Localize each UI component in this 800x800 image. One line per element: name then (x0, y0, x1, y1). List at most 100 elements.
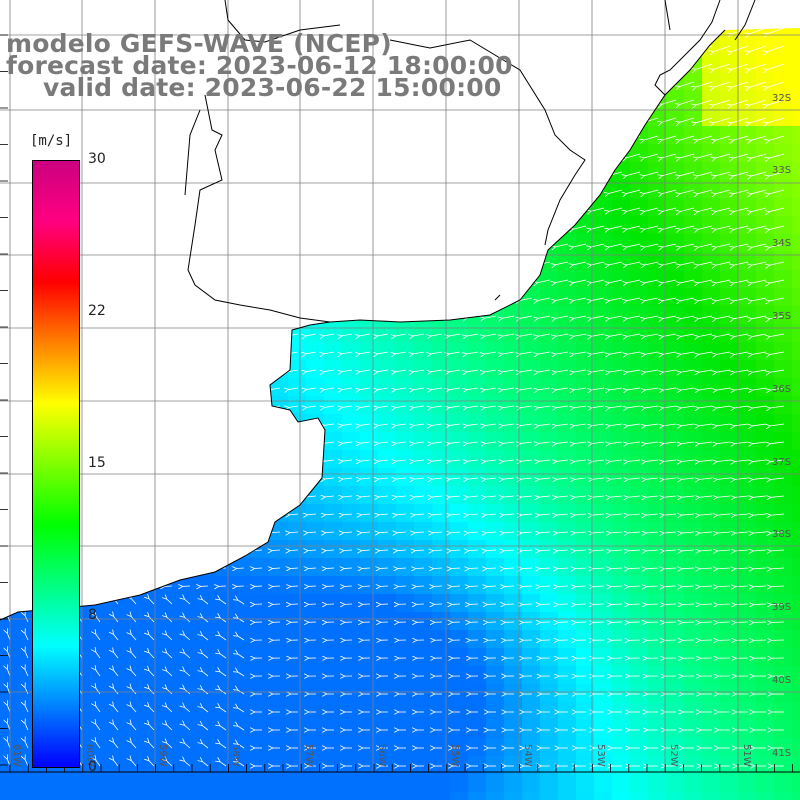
wind-cell (684, 792, 702, 800)
wind-arrow (645, 442, 659, 444)
wind-cell (324, 522, 342, 540)
wind-arrow (644, 225, 659, 229)
wind-arrow (573, 351, 587, 354)
wind-arrow (431, 460, 443, 461)
wind-cell (756, 558, 774, 576)
wind-cell (702, 576, 720, 594)
wind-cell (522, 342, 540, 360)
wind-cell (540, 378, 558, 396)
wind-arrow (538, 478, 551, 479)
wind-cell (540, 684, 558, 702)
wind-cell (324, 702, 342, 720)
wind-cell (630, 504, 648, 522)
wind-arrow (342, 406, 353, 408)
wind-cell (360, 486, 378, 504)
wind-arrow (770, 387, 785, 390)
wind-cell (468, 684, 486, 702)
wind-arrow (751, 171, 767, 176)
wind-cell (738, 54, 756, 72)
wind-cell (684, 486, 702, 504)
wind-cell (738, 234, 756, 252)
wind-cell (792, 288, 800, 306)
wind-cell (342, 396, 360, 414)
wind-cell (522, 540, 540, 558)
wind-arrow (769, 279, 785, 283)
wind-arrow (574, 460, 587, 461)
wind-cell (666, 432, 684, 450)
wind-cell (540, 630, 558, 648)
wind-cell (558, 450, 576, 468)
wind-cell (270, 558, 288, 576)
wind-cell (306, 396, 324, 414)
wind-arrow (770, 405, 785, 408)
wind-arrow (662, 297, 677, 301)
wind-arrow (430, 333, 443, 336)
wind-cell (684, 522, 702, 540)
wind-cell (594, 288, 612, 306)
wind-arrow (609, 424, 623, 426)
wind-cell (702, 450, 720, 468)
wind-arrow (733, 207, 749, 212)
wind-cell (720, 630, 738, 648)
wind-cell (396, 342, 414, 360)
wind-cell (648, 630, 666, 648)
wind-cell (648, 414, 666, 432)
wind-arrow (715, 225, 731, 230)
wind-cell (702, 54, 720, 72)
wind-cell (396, 684, 414, 702)
wind-cell (342, 648, 360, 666)
wind-cell (558, 738, 576, 756)
wind-cell (342, 576, 360, 594)
longitude-label: 55W (449, 744, 460, 767)
wind-cell (612, 540, 630, 558)
wind-cell (720, 162, 738, 180)
wind-arrow (752, 405, 767, 408)
wind-cell (774, 504, 792, 522)
wind-cell (720, 270, 738, 288)
wind-arrow (537, 279, 551, 283)
wind-cell (342, 342, 360, 360)
wind-cell (270, 720, 288, 738)
wind-cell (792, 72, 800, 90)
wind-arrow (679, 81, 695, 87)
wind-cell (792, 558, 800, 576)
wind-cell (666, 468, 684, 486)
wind-cell (720, 792, 738, 800)
wind-cell (558, 702, 576, 720)
wind-cell (270, 540, 288, 558)
wind-cell (306, 378, 324, 396)
wind-cell (450, 378, 468, 396)
wind-arrow (502, 460, 515, 461)
wind-arrow (395, 406, 407, 408)
wind-cell (594, 306, 612, 324)
wind-arrow (626, 207, 641, 211)
wind-arrow (359, 388, 371, 390)
wind-cell (720, 612, 738, 630)
wind-cell (684, 126, 702, 144)
wind-cell (774, 414, 792, 432)
wind-cell (360, 630, 378, 648)
wind-cell (684, 90, 702, 108)
wind-arrow (767, 63, 785, 70)
wind-cell (18, 702, 36, 720)
wind-arrow (752, 387, 767, 390)
wind-cell (252, 720, 270, 738)
wind-cell (162, 774, 180, 792)
wind-arrow (555, 261, 569, 265)
wind-cell (756, 270, 774, 288)
wind-cell (270, 594, 288, 612)
wind-arrow (573, 387, 587, 390)
wind-cell (288, 648, 306, 666)
wind-arrow (538, 369, 551, 372)
wind-cell (486, 612, 504, 630)
wind-cell (306, 774, 324, 792)
wind-cell (738, 486, 756, 504)
wind-arrow (413, 351, 425, 354)
wind-cell (738, 72, 756, 90)
wind-cell (684, 756, 702, 774)
wind-arrow (680, 207, 695, 212)
wind-cell (738, 612, 756, 630)
wind-cell (684, 432, 702, 450)
wind-arrow (734, 460, 749, 462)
wind-cell (612, 288, 630, 306)
